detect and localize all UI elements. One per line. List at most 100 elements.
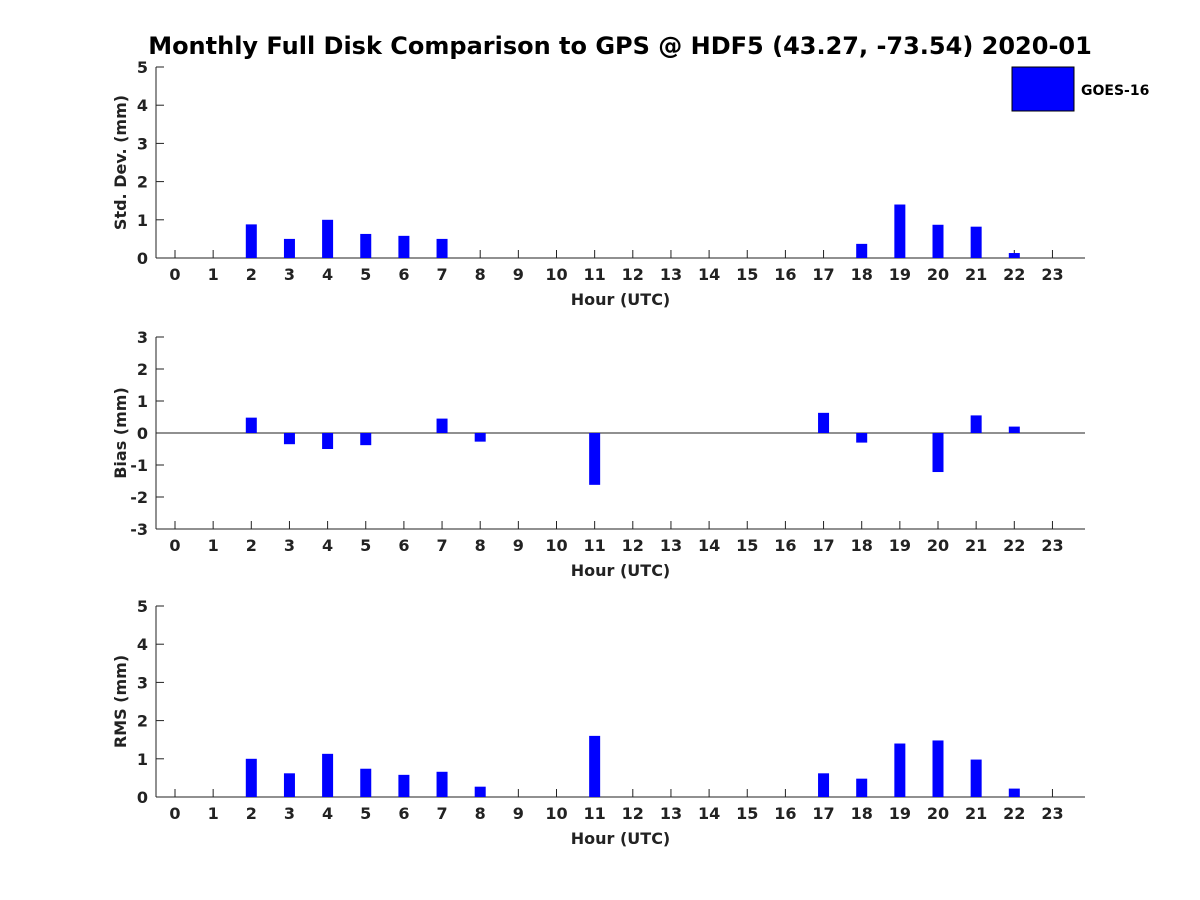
x-axis-label: Hour (UTC) — [571, 290, 671, 309]
bar-rms-hour-8 — [474, 786, 486, 797]
bar-bias-hour-2 — [245, 417, 257, 433]
bar-std-hour-21 — [970, 226, 982, 258]
x-tick-label: 16 — [774, 804, 796, 823]
x-tick-label: 22 — [1003, 804, 1025, 823]
bar-std-hour-22 — [1008, 253, 1020, 258]
x-tick-label: 13 — [660, 536, 682, 555]
x-tick-label: 15 — [736, 804, 758, 823]
bar-rms-hour-2 — [245, 758, 257, 797]
bar-bias-hour-5 — [360, 433, 372, 446]
y-tick-label: 3 — [137, 328, 148, 347]
bar-rms-hour-22 — [1008, 788, 1020, 797]
bar-rms-hour-3 — [283, 773, 295, 797]
x-tick-label: 16 — [774, 536, 796, 555]
x-tick-label: 0 — [169, 804, 180, 823]
x-tick-label: 8 — [475, 265, 486, 284]
bar-rms-hour-4 — [322, 753, 334, 797]
x-tick-label: 23 — [1041, 804, 1063, 823]
x-tick-label: 18 — [851, 265, 873, 284]
x-tick-label: 10 — [545, 265, 567, 284]
x-tick-label: 9 — [513, 536, 524, 555]
x-tick-label: 9 — [513, 265, 524, 284]
bar-rms-hour-6 — [398, 774, 410, 797]
y-tick-label: 2 — [137, 360, 148, 379]
bar-bias-hour-3 — [283, 433, 295, 445]
bar-std-hour-3 — [283, 238, 295, 258]
bar-rms-hour-7 — [436, 771, 448, 797]
x-tick-label: 5 — [360, 265, 371, 284]
y-tick-label: 1 — [137, 211, 148, 230]
y-tick-label: 3 — [137, 673, 148, 692]
bar-std-hour-2 — [245, 224, 257, 258]
x-tick-label: 21 — [965, 536, 987, 555]
y-tick-label: -3 — [130, 520, 148, 539]
bar-bias-hour-11 — [589, 433, 601, 485]
y-tick-label: 1 — [137, 392, 148, 411]
bar-bias-hour-7 — [436, 418, 448, 433]
y-tick-label: 0 — [137, 249, 148, 268]
y-tick-label: 5 — [137, 58, 148, 77]
x-tick-label: 15 — [736, 536, 758, 555]
x-tick-label: 1 — [208, 265, 219, 284]
x-tick-label: 4 — [322, 265, 333, 284]
x-tick-label: 20 — [927, 536, 949, 555]
x-axis-label: Hour (UTC) — [571, 829, 671, 848]
x-tick-label: 20 — [927, 265, 949, 284]
x-tick-label: 19 — [889, 265, 911, 284]
x-axis-label: Hour (UTC) — [571, 561, 671, 580]
x-tick-label: 3 — [284, 536, 295, 555]
x-tick-label: 14 — [698, 536, 720, 555]
y-tick-label: -1 — [130, 456, 148, 475]
x-tick-label: 18 — [851, 804, 873, 823]
x-tick-label: 17 — [812, 265, 834, 284]
x-tick-label: 7 — [436, 804, 447, 823]
x-tick-label: 14 — [698, 804, 720, 823]
x-tick-label: 11 — [584, 804, 606, 823]
bar-rms-hour-18 — [856, 778, 868, 797]
x-tick-label: 2 — [246, 536, 257, 555]
x-tick-label: 17 — [812, 804, 834, 823]
bar-bias-hour-21 — [970, 415, 982, 433]
bar-std-hour-7 — [436, 238, 448, 258]
legend-label-goes-16: GOES-16 — [1081, 83, 1149, 99]
x-tick-label: 7 — [436, 265, 447, 284]
y-tick-label: 4 — [137, 96, 148, 115]
x-tick-label: 6 — [398, 265, 409, 284]
bar-std-hour-5 — [360, 233, 372, 258]
y-axis-label: RMS (mm) — [111, 655, 130, 748]
bar-std-hour-6 — [398, 235, 410, 258]
bar-bias-hour-18 — [856, 433, 868, 443]
x-tick-label: 12 — [622, 804, 644, 823]
y-tick-label: 4 — [137, 635, 148, 654]
y-tick-label: 0 — [137, 788, 148, 807]
x-tick-label: 15 — [736, 265, 758, 284]
x-tick-label: 8 — [475, 536, 486, 555]
x-tick-label: 1 — [208, 536, 219, 555]
bar-rms-hour-17 — [818, 773, 830, 797]
bar-bias-hour-4 — [322, 433, 334, 449]
x-tick-label: 2 — [246, 804, 257, 823]
x-tick-label: 21 — [965, 265, 987, 284]
bar-rms-hour-21 — [970, 759, 982, 797]
x-tick-label: 19 — [889, 804, 911, 823]
x-tick-label: 4 — [322, 804, 333, 823]
x-tick-label: 6 — [398, 804, 409, 823]
bar-bias-hour-20 — [932, 433, 944, 473]
x-tick-label: 13 — [660, 265, 682, 284]
y-tick-label: 2 — [137, 173, 148, 192]
x-tick-label: 19 — [889, 536, 911, 555]
x-tick-label: 22 — [1003, 265, 1025, 284]
y-tick-label: 3 — [137, 134, 148, 153]
chart-title: Monthly Full Disk Comparison to GPS @ HD… — [148, 32, 1092, 60]
y-tick-label: -2 — [130, 488, 148, 507]
bar-std-hour-18 — [856, 243, 868, 258]
chart-legend: GOES-16 — [1011, 66, 1149, 112]
bar-bias-hour-17 — [818, 412, 830, 433]
x-tick-label: 21 — [965, 804, 987, 823]
x-tick-label: 0 — [169, 536, 180, 555]
x-tick-label: 7 — [436, 536, 447, 555]
